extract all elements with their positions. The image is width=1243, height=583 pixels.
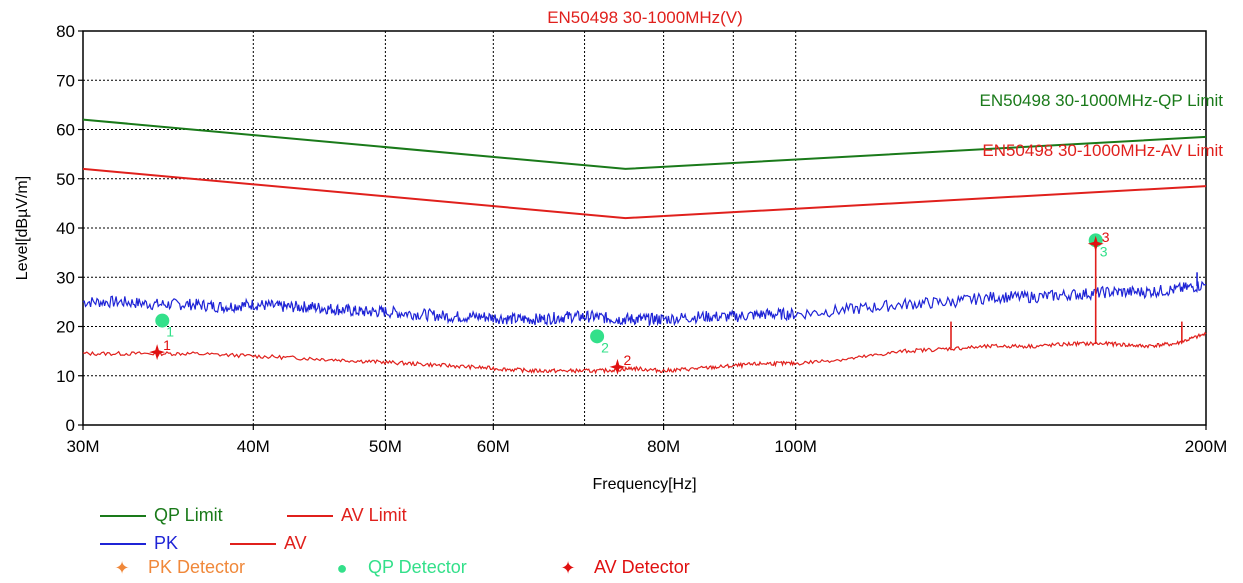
av-detector-label: 3 [1102,229,1110,245]
qp-detector-label: 3 [1100,243,1108,259]
legend-label: AV [284,533,307,553]
x-axis-label: Frequency[Hz] [592,476,696,493]
legend: QP Limit AV Limit PK AV ✦ PK Detector ● QP Dete… [100,500,800,583]
series-av [82,331,1207,375]
y-tick-label: 80 [56,22,75,41]
x-tick-label: 100M [774,437,817,456]
legend-swatch [287,514,333,517]
series-layer [82,118,1207,375]
x-tick-label: 60M [477,437,510,456]
series-av-limit [82,167,1207,220]
legend-label: AV Detector [594,557,690,577]
qp-detector-marker [590,329,605,344]
legend-label: QP Detector [368,557,467,577]
legend-marker-icon: ✦ [114,557,130,578]
chart-title: EN50498 30-1000MHz(V) [547,8,743,27]
x-tick-label: 200M [1185,437,1228,456]
y-tick-label: 50 [56,170,75,189]
legend-swatch [100,514,146,517]
legend-marker-icon: ✦ [560,557,576,578]
y-tick-label: 20 [56,318,75,337]
grid [83,31,1206,425]
legend-item-qp-detector: ● QP Detector [332,557,467,578]
y-tick-label: 70 [56,71,75,90]
legend-label: AV Limit [341,505,407,525]
legend-item-av: AV [230,533,307,554]
emc-chart: EN50498 30-1000MHz(V) 01020304050607080 … [14,8,1227,493]
y-axis-label: Level[dBµV/m] [14,176,31,280]
legend-item-av-limit: AV Limit [287,505,407,526]
y-tick-label: 0 [66,416,75,435]
series-qp-limit [82,118,1207,170]
y-tick-label: 40 [56,219,75,238]
av-detector-marker [1087,235,1104,252]
legend-label: QP Limit [154,505,223,525]
annotation-layer: EN50498 30-1000MHz-QP Limit EN50498 30-10… [980,91,1224,160]
legend-swatch [230,542,276,545]
y-tick-label: 60 [56,121,75,140]
limit-annotation: EN50498 30-1000MHz-QP Limit [980,91,1224,110]
x-tick-label: 50M [369,437,402,456]
legend-swatch [100,542,146,545]
x-tick-label: 40M [237,437,270,456]
av-detector-label: 2 [623,352,631,368]
legend-item-pk-detector: ✦ PK Detector [112,557,245,578]
legend-item-av-detector: ✦ AV Detector [558,557,690,578]
series-pk [82,280,1206,327]
x-tick-label: 30M [66,437,99,456]
av-detector-marker [149,344,166,361]
av-detector-label: 1 [163,337,171,353]
legend-item-qp-limit: QP Limit [100,505,223,526]
legend-label: PK Detector [148,557,246,577]
y-axis-ticks: 0 10 20 30 40 50 60 70 80 [56,22,83,435]
x-axis-ticks: 30M 40M 50M 60M 80M 100M 200M [66,425,1227,456]
y-tick-label: 30 [56,268,75,287]
qp-detector-marker [155,313,170,328]
y-tick-label: 10 [56,367,75,386]
av-detector-marker [609,358,626,375]
limit-annotation: EN50498 30-1000MHz-AV Limit [982,141,1223,160]
marker-layer: 1 2 3 1 2 3 [149,229,1110,375]
qp-detector-label: 2 [601,339,609,355]
qp-detector-label: 1 [166,324,174,340]
x-tick-label: 80M [647,437,680,456]
legend-label: PK [154,533,179,553]
legend-marker-icon: ● [336,557,348,578]
legend-item-pk: PK [100,533,178,554]
